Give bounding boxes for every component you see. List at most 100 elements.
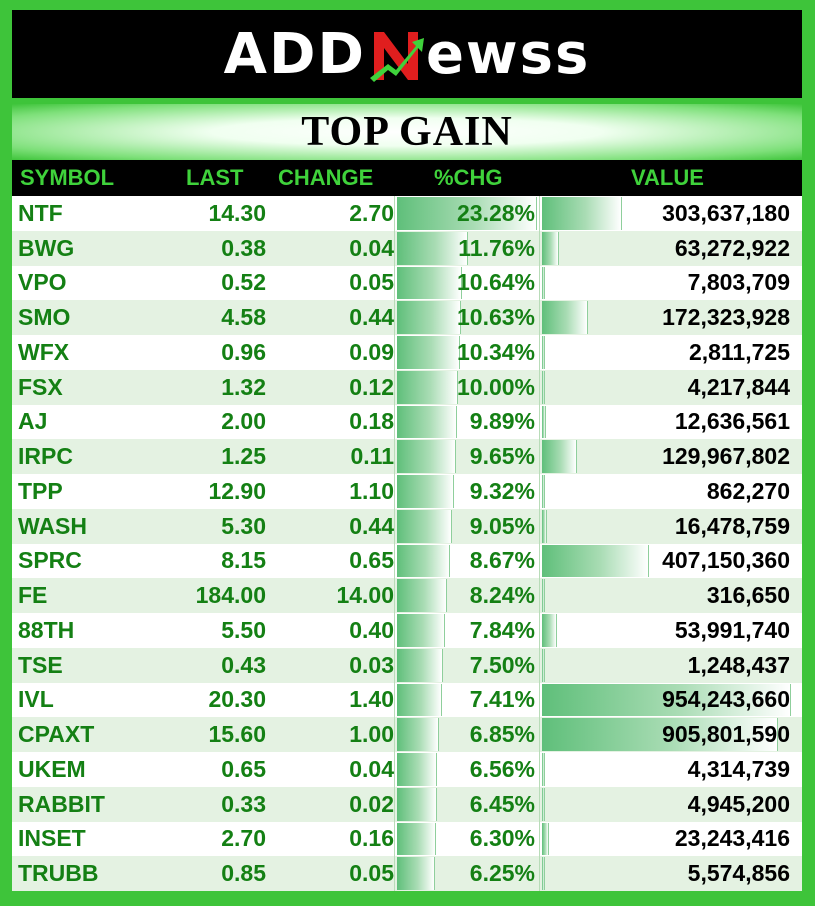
pct-change-cell: 8.24%: [394, 578, 539, 613]
pct-change-text: 7.50%: [469, 651, 535, 678]
change-cell: 2.70: [266, 196, 394, 231]
title-band: TOP GAIN: [12, 104, 802, 160]
table-row: NTF 14.30 2.70 23.28% 303,637,180: [12, 196, 802, 231]
change-text: 0.05: [349, 269, 394, 296]
last-text: 2.00: [221, 408, 266, 435]
symbol-cell: INSET: [12, 822, 160, 857]
symbol-cell: TPP: [12, 474, 160, 509]
table-row: UKEM 0.65 0.04 6.56% 4,314,739: [12, 752, 802, 787]
change-text: 0.16: [349, 825, 394, 852]
last-cell: 1.32: [160, 370, 266, 405]
last-text: 1.25: [221, 443, 266, 470]
change-text: 14.00: [336, 582, 394, 609]
value-cell: 2,811,725: [539, 335, 802, 370]
last-cell: 8.15: [160, 544, 266, 579]
pct-change-cell: 6.85%: [394, 717, 539, 752]
last-text: 0.38: [221, 234, 266, 261]
symbol-text: INSET: [18, 825, 86, 852]
table-header: SYMBOL LAST CHANGE %CHG VALUE: [12, 160, 802, 196]
pct-change-bar: [397, 197, 537, 230]
table-row: WASH 5.30 0.44 9.05% 16,478,759: [12, 508, 802, 544]
last-text: 12.90: [208, 477, 266, 504]
symbol-cell: TSE: [12, 648, 160, 683]
table-row: AJ 2.00 0.18 9.89% 12,636,561: [12, 404, 802, 440]
value-text: 7,803,709: [687, 269, 790, 296]
pct-change-text: 6.30%: [469, 825, 535, 852]
table-row: SPRC 8.15 0.65 8.67% 407,150,360: [12, 543, 802, 579]
table-row: IRPC 1.25 0.11 9.65% 129,967,802: [12, 439, 802, 474]
symbol-cell: UKEM: [12, 752, 160, 787]
symbol-text: SPRC: [18, 547, 82, 574]
last-cell: 0.96: [160, 335, 266, 370]
value-text: 16,478,759: [674, 512, 790, 539]
symbol-text: WFX: [18, 338, 70, 365]
value-bar: [542, 405, 547, 439]
pct-change-bar: [397, 405, 458, 439]
value-cell: 5,574,856: [539, 856, 802, 891]
table-row: WFX 0.96 0.09 10.34% 2,811,725: [12, 335, 802, 370]
value-bar: [542, 440, 577, 473]
pct-change-text: 10.64%: [456, 269, 535, 296]
last-cell: 20.30: [160, 683, 266, 718]
pct-change-cell: 9.32%: [394, 474, 539, 509]
pct-change-text: 9.05%: [469, 512, 535, 539]
symbol-text: BWG: [18, 234, 75, 261]
symbol-text: CPAXT: [18, 721, 95, 748]
last-cell: 4.58: [160, 300, 266, 335]
table-row: TPP 12.90 1.10 9.32% 862,270: [12, 474, 802, 509]
pct-change-bar: [397, 822, 436, 856]
change-cell: 0.16: [266, 822, 394, 857]
value-bar: [542, 231, 560, 265]
value-cell: 172,323,928: [539, 300, 802, 335]
change-cell: 1.40: [266, 683, 394, 718]
table-row: CPAXT 15.60 1.00 6.85% 905,801,590: [12, 717, 802, 752]
last-text: 5.50: [221, 616, 266, 643]
last-cell: 0.38: [160, 231, 266, 266]
value-bar: [542, 579, 545, 612]
pct-change-cell: 6.25%: [394, 856, 539, 891]
pct-change-bar: [397, 683, 443, 717]
header-value: VALUE: [631, 165, 704, 190]
pct-change-bar: [397, 857, 436, 890]
change-text: 0.02: [349, 790, 394, 817]
pct-change-bar: [397, 336, 460, 369]
symbol-text: SMO: [18, 304, 71, 331]
table-body: NTF 14.30 2.70 23.28% 303,637,180 BWG 0.38 0.04…: [12, 196, 802, 891]
logo-text-right: ewss: [425, 21, 591, 87]
value-cell: 16,478,759: [539, 508, 802, 544]
pct-change-text: 6.25%: [469, 860, 535, 887]
value-text: 862,270: [706, 477, 790, 504]
symbol-text: TRUBB: [18, 860, 99, 887]
last-text: 0.65: [221, 755, 266, 782]
last-text: 4.58: [221, 304, 266, 331]
last-cell: 0.33: [160, 787, 266, 822]
pct-change-text: 8.24%: [469, 582, 535, 609]
symbol-cell: CPAXT: [12, 717, 160, 752]
pct-change-bar: [397, 440, 456, 473]
pct-change-text: 9.32%: [469, 477, 535, 504]
pct-change-cell: 9.05%: [394, 508, 539, 544]
last-cell: 184.00: [160, 578, 266, 613]
last-text: 184.00: [195, 582, 266, 609]
change-text: 0.11: [350, 443, 395, 470]
top-gain-table: SYMBOL LAST CHANGE %CHG VALUE NTF 14.30 2.…: [12, 160, 802, 891]
symbol-cell: 88TH: [12, 613, 160, 648]
symbol-text: IVL: [18, 686, 54, 713]
logo-text-left: ADD: [223, 21, 366, 87]
pct-change-text: 8.67%: [469, 547, 535, 574]
value-text: 2,811,725: [688, 338, 790, 365]
last-text: 2.70: [221, 825, 266, 852]
table-row: INSET 2.70 0.16 6.30% 23,243,416: [12, 821, 802, 857]
change-cell: 0.12: [266, 370, 394, 405]
symbol-text: AJ: [18, 408, 48, 435]
pct-change-text: 23.28%: [456, 199, 535, 226]
last-text: 15.60: [208, 721, 266, 748]
last-cell: 0.52: [160, 266, 266, 301]
value-text: 954,243,660: [662, 686, 790, 713]
pct-change-bar: [397, 787, 437, 821]
change-text: 0.04: [349, 234, 394, 261]
value-cell: 129,967,802: [539, 439, 802, 474]
last-cell: 5.50: [160, 613, 266, 648]
pct-change-text: 7.41%: [469, 686, 535, 713]
pct-change-bar: [397, 301, 462, 334]
